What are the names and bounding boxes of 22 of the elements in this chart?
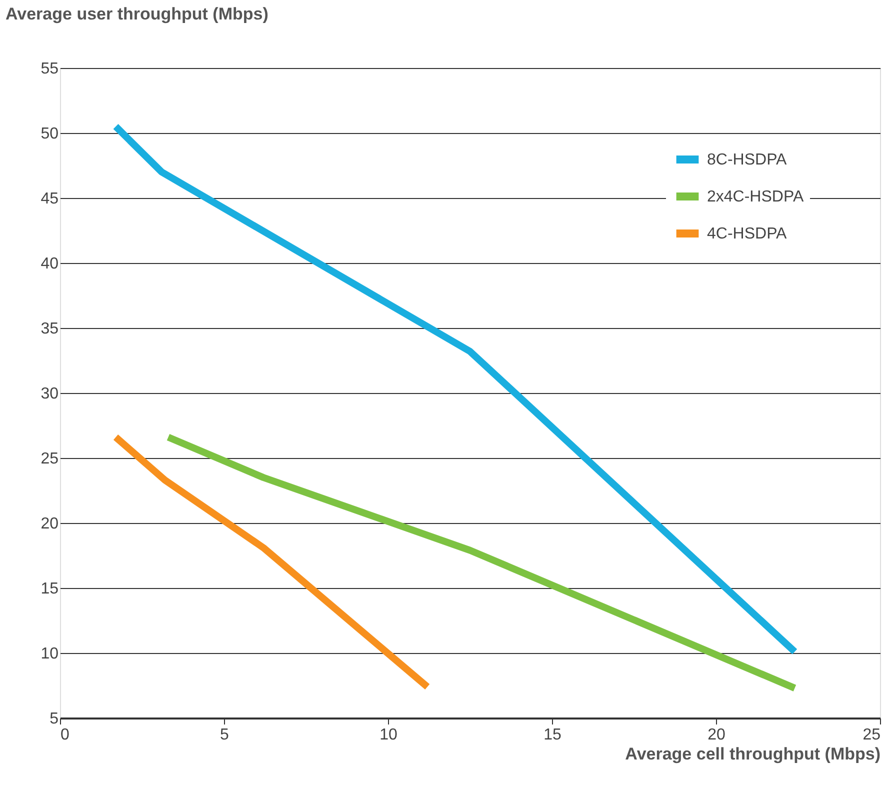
legend-label: 2x4C-HSDPA [707, 188, 804, 206]
x-tick-label: 15 [544, 726, 562, 744]
y-tick-label: 15 [40, 580, 59, 598]
y-axis-title: Average user throughput (Mbps) [6, 4, 268, 24]
y-tick-label: 10 [40, 646, 59, 662]
y-tick-label: 35 [40, 320, 59, 338]
y-tick-label: 45 [40, 190, 59, 208]
y-tick-label: 30 [40, 386, 59, 402]
y-tick-label: 40 [40, 256, 59, 272]
y-tick-label: 25 [40, 450, 59, 468]
x-tick-label: 0 [60, 726, 70, 744]
x-tick-label: 10 [380, 726, 398, 744]
x-tick-label: 25 [862, 726, 881, 744]
legend-label: 4C-HSDPA [707, 226, 788, 242]
y-tick-label: 20 [40, 516, 59, 532]
y-tick-label: 5 [50, 710, 59, 728]
x-tick-label: 20 [708, 726, 726, 744]
y-tick-label: 50 [40, 126, 59, 142]
x-tick-label: 5 [220, 726, 230, 744]
y-tick-label: 55 [40, 60, 59, 78]
x-axis-title: Average cell throughput (Mbps) [625, 744, 880, 764]
legend-label: 8C-HSDPA [707, 152, 788, 168]
